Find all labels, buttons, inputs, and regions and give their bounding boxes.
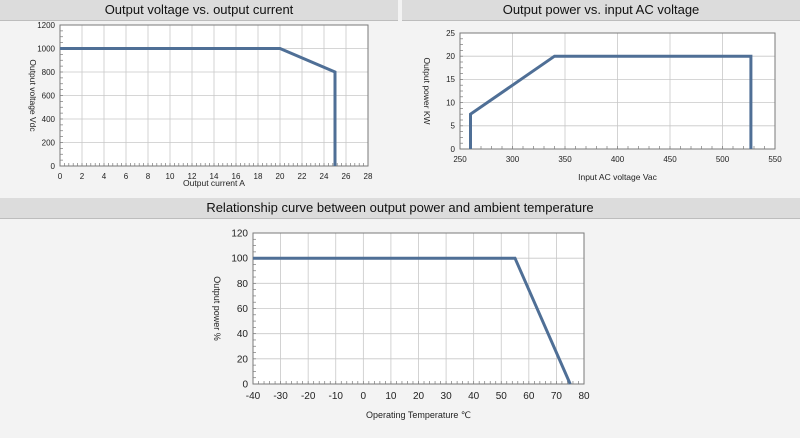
x-tick-label: 70 (551, 391, 563, 402)
x-tick-label: 250 (453, 155, 467, 164)
voltage-current-chart: 0 2 4 6 8 10 12 14 16 18 20 22 24 26 28020040060080010… (28, 21, 373, 188)
y-tick-label: 200 (42, 138, 56, 147)
chart-panel-power-voltage: Output power vs. input AC voltage 250 300… (402, 0, 800, 193)
y-tick-label: 100 (231, 254, 248, 265)
x-tick-label: 30 (441, 391, 453, 402)
x-tick-label: -10 (329, 391, 344, 402)
y-axis-label: Output power KW (422, 57, 432, 124)
x-axis-label: Input AC voltage Vac (578, 172, 658, 182)
plot-frame (459, 32, 776, 150)
x-tick-label: 20 (413, 391, 425, 402)
y-axis-label: Output power % (212, 276, 222, 341)
x-tick-label: 50 (496, 391, 508, 402)
y-tick-label: 10 (446, 98, 455, 107)
y-tick-label: 80 (237, 279, 249, 290)
plot-frame (59, 24, 369, 167)
x-tick-label: 550 (768, 155, 782, 164)
y-axis-label: Output voltage Vdc (28, 59, 38, 132)
chart-title: Output voltage vs. output current (0, 0, 398, 21)
y-tick-label: 5 (451, 122, 456, 131)
x-tick-label: 8 (146, 172, 151, 181)
x-tick-label: 350 (558, 155, 572, 164)
x-tick-label: 24 (320, 172, 329, 181)
chart-title: Relationship curve between output power … (0, 198, 800, 219)
y-tick-label: 40 (237, 329, 249, 340)
x-tick-label: 22 (298, 172, 307, 181)
x-tick-label: -20 (301, 391, 316, 402)
x-tick-label: 10 (385, 391, 397, 402)
x-tick-label: 450 (663, 155, 677, 164)
x-tick-label: 20 (276, 172, 285, 181)
chart-title: Output power vs. input AC voltage (402, 0, 800, 21)
y-tick-label: 20 (237, 354, 249, 365)
y-tick-label: 0 (451, 145, 456, 154)
x-tick-label: 12 (188, 172, 197, 181)
x-tick-label: 0 (361, 391, 367, 402)
x-tick-label: -30 (273, 391, 288, 402)
series-line (60, 47, 337, 166)
series-line (253, 256, 572, 385)
x-tick-label: 14 (210, 172, 219, 181)
x-tick-label: 16 (232, 172, 241, 181)
y-tick-label: 60 (237, 304, 249, 315)
x-tick-label: 40 (468, 391, 480, 402)
x-tick-label: 4 (102, 172, 107, 181)
y-tick-label: 1200 (37, 21, 55, 30)
y-tick-label: 0 (242, 380, 248, 391)
y-tick-label: 600 (42, 91, 56, 100)
power-temperature-chart: -40 -30 -20 -10 0 10 20 30 40 50 60 70 80 0 20 40 60 80 10… (212, 229, 590, 421)
series-line (469, 54, 753, 149)
y-tick-label: 800 (42, 68, 56, 77)
x-tick-label: 60 (523, 391, 535, 402)
power-voltage-chart: 250 300 350 400 450 500 550 0 5 10 15 20 25 Input AC … (422, 29, 782, 182)
x-tick-label: 26 (342, 172, 351, 181)
x-tick-label: 10 (166, 172, 175, 181)
x-tick-label: 80 (578, 391, 590, 402)
x-tick-label: 400 (611, 155, 625, 164)
x-tick-label: -40 (246, 391, 261, 402)
x-axis-label: Output current A (183, 178, 245, 188)
x-tick-label: 0 (58, 172, 63, 181)
x-tick-label: 6 (124, 172, 129, 181)
x-axis-label: Operating Temperature ℃ (366, 410, 471, 420)
plot-frame (252, 232, 585, 385)
y-tick-label: 15 (446, 75, 455, 84)
chart-panel-power-temperature: Relationship curve between output power … (0, 198, 800, 438)
y-tick-label: 25 (446, 29, 455, 38)
x-tick-label: 300 (506, 155, 520, 164)
y-tick-label: 400 (42, 115, 56, 124)
y-tick-label: 1000 (37, 44, 55, 53)
y-tick-label: 0 (51, 162, 56, 171)
x-tick-label: 18 (254, 172, 263, 181)
x-tick-label: 28 (364, 172, 373, 181)
y-tick-label: 20 (446, 52, 455, 61)
x-tick-label: 2 (80, 172, 85, 181)
x-tick-label: 500 (716, 155, 730, 164)
y-tick-label: 120 (231, 229, 248, 240)
